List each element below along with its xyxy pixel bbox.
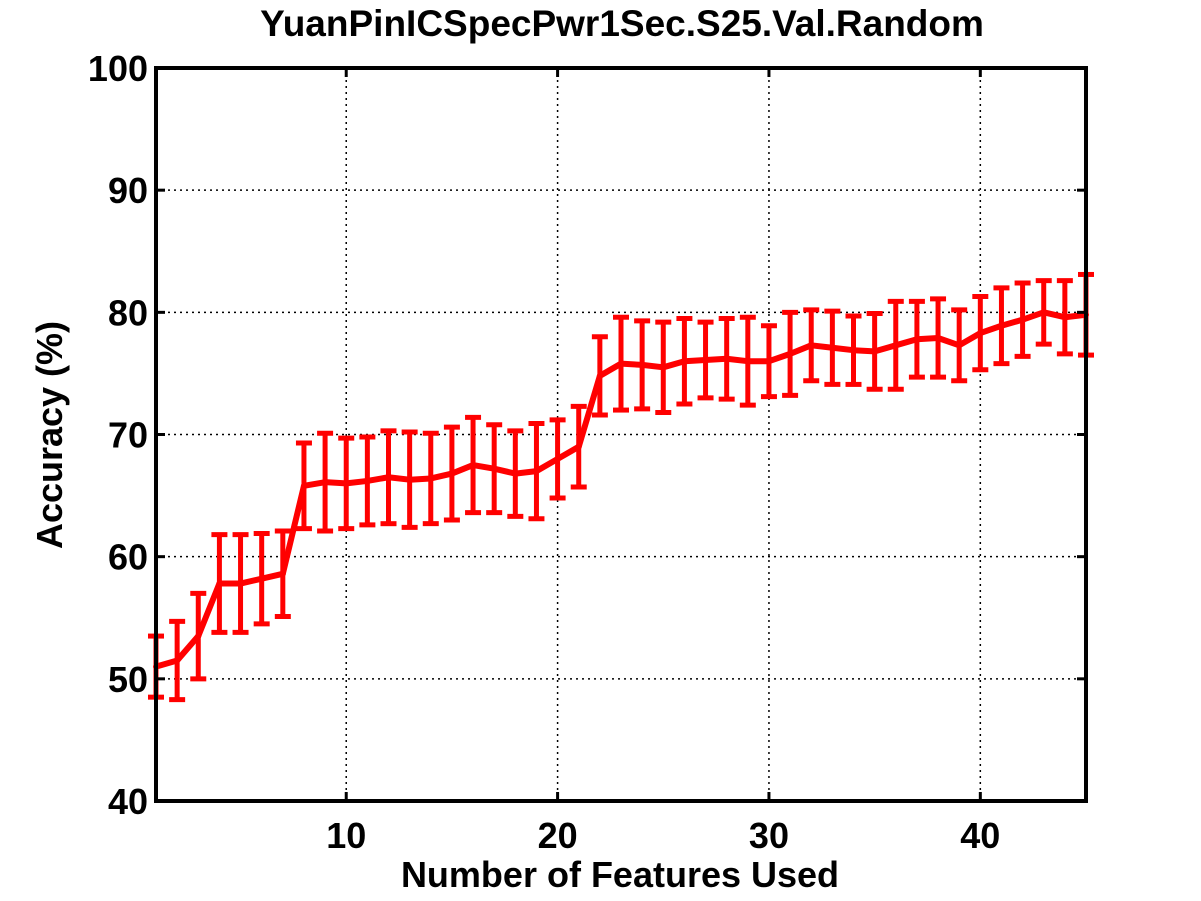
y-tick-label: 90 [108,170,148,211]
data-point [956,342,963,349]
data-point [491,465,498,472]
axis-ticks: 10 20 30 40 40 50 60 70 80 90 100 [88,48,1086,856]
chart-title: YuanPinICSpecPwr1Sec.S25.Val.Random [260,3,984,44]
data-point [258,575,265,582]
grid [156,68,1086,801]
data-point [935,334,942,341]
y-tick-label: 50 [108,659,148,700]
data-point [723,355,730,362]
data-point [977,330,984,337]
data-point [596,372,603,379]
data-point [998,322,1005,329]
data-point [871,348,878,355]
data-point [765,358,772,365]
x-tick-label: 40 [960,815,1000,856]
y-axis-label: Accuracy (%) [29,321,70,549]
y-tick-label: 40 [108,781,148,822]
data-point [575,443,582,450]
data-point [385,474,392,481]
data-point [237,580,244,587]
data-point [279,570,286,577]
data-point [850,347,857,354]
series-accuracy [148,271,1094,703]
data-point [195,633,202,640]
data-point [829,344,836,351]
data-point [406,476,413,483]
y-tick-label: 80 [108,292,148,333]
x-tick-label: 30 [749,815,789,856]
data-point [300,482,307,489]
data-point [1040,309,1047,316]
data-point [322,479,329,486]
data-point [1061,314,1068,321]
data-point [681,358,688,365]
data-point [343,480,350,487]
data-point [618,360,624,367]
data-point [787,350,794,357]
data-point [892,342,899,349]
data-point [512,470,519,477]
data-point [427,475,434,482]
data-point [744,358,751,365]
data-point [533,468,540,475]
data-point [639,361,646,368]
y-tick-label: 100 [88,48,148,89]
data-point [702,356,709,363]
data-point [1019,316,1026,323]
x-tick-label: 20 [538,815,578,856]
data-point [913,336,920,343]
data-point [660,364,667,371]
data-point [174,657,181,664]
y-tick-label: 70 [108,415,148,456]
x-axis-label: Number of Features Used [401,854,839,895]
data-point [808,342,815,349]
data-point [216,580,223,587]
data-point [364,477,371,484]
data-point [448,470,455,477]
y-tick-label: 60 [108,537,148,578]
data-point [554,455,561,462]
x-tick-label: 10 [326,815,366,856]
data-point [470,462,477,469]
